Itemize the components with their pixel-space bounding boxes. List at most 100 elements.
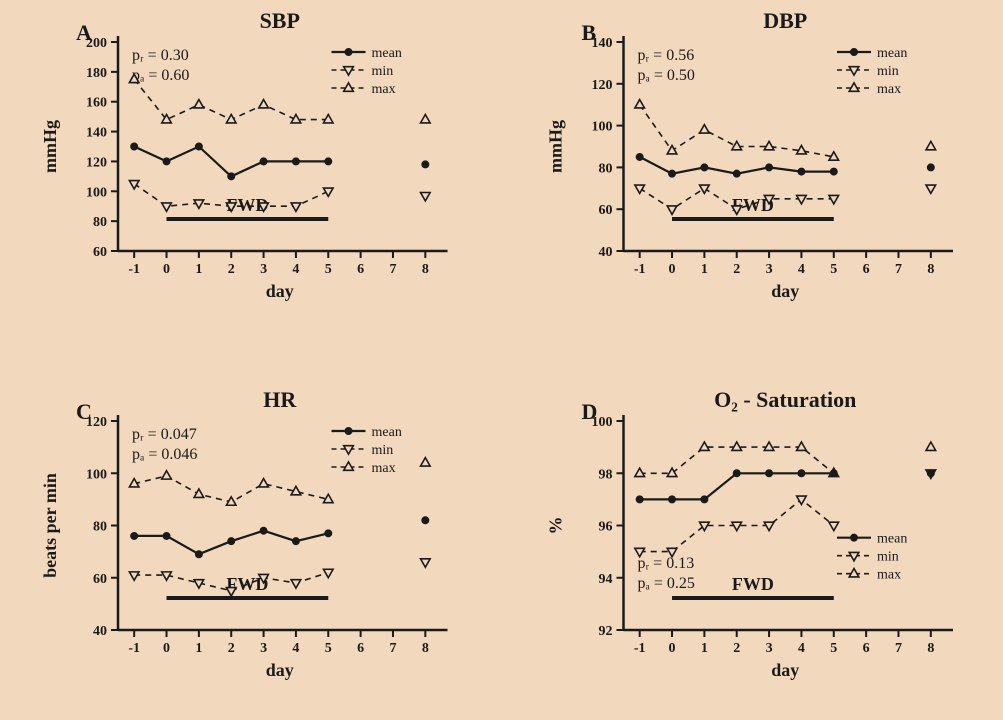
y-tick-label: 40 xyxy=(599,245,613,260)
x-tick-label: 8 xyxy=(927,262,934,277)
y-tick-label: 120 xyxy=(592,78,613,93)
marker-circle-icon xyxy=(766,164,773,171)
marker-circle-icon xyxy=(163,532,170,539)
marker-circle-icon xyxy=(851,49,858,56)
legend-label: min xyxy=(877,550,899,565)
y-tick-label: 160 xyxy=(86,96,107,111)
marker-circle-icon xyxy=(927,470,934,477)
marker-circle-icon xyxy=(766,470,773,477)
x-tick-label: 8 xyxy=(422,641,429,656)
y-tick-label: 100 xyxy=(86,185,107,200)
y-tick-label: 92 xyxy=(599,624,613,639)
marker-circle-icon xyxy=(292,158,299,165)
legend-label: min xyxy=(372,443,394,458)
p-value-text: pₐ = 0.60 xyxy=(132,67,189,84)
x-tick-label: -1 xyxy=(128,641,140,656)
x-tick-label: 0 xyxy=(163,641,170,656)
x-tick-label: -1 xyxy=(634,262,646,277)
x-tick-label: 6 xyxy=(863,641,870,656)
marker-circle-icon xyxy=(830,470,837,477)
x-tick-label: 2 xyxy=(228,262,235,277)
x-tick-label: 2 xyxy=(733,641,740,656)
x-tick-label: 6 xyxy=(863,262,870,277)
x-tick-label: 4 xyxy=(292,262,299,277)
marker-circle-icon xyxy=(260,527,267,534)
panel-title: DBP xyxy=(763,8,807,33)
marker-circle-icon xyxy=(669,496,676,503)
x-tick-label: 4 xyxy=(798,262,805,277)
x-tick-label: 8 xyxy=(927,641,934,656)
legend-label: max xyxy=(877,82,901,97)
x-tick-label: 2 xyxy=(733,262,740,277)
y-tick-label: 96 xyxy=(599,520,613,535)
p-value-text: pₐ = 0.50 xyxy=(638,67,695,84)
y-tick-label: 80 xyxy=(599,161,613,176)
y-tick-label: 60 xyxy=(93,572,107,587)
marker-circle-icon xyxy=(131,532,138,539)
x-tick-label: 0 xyxy=(163,262,170,277)
x-tick-label: 3 xyxy=(260,262,267,277)
x-tick-label: 4 xyxy=(798,641,805,656)
legend-label: max xyxy=(372,82,396,97)
marker-circle-icon xyxy=(830,168,837,175)
panel-title: SBP xyxy=(260,8,300,33)
y-axis-label: mmHg xyxy=(546,120,566,173)
p-value-text: pᵣ = 0.047 xyxy=(132,426,197,443)
marker-circle-icon xyxy=(325,530,332,537)
x-tick-label: 5 xyxy=(830,641,837,656)
marker-circle-icon xyxy=(228,538,235,545)
x-tick-label: 0 xyxy=(669,641,676,656)
marker-circle-icon xyxy=(195,551,202,558)
marker-circle-icon xyxy=(422,161,429,168)
marker-circle-icon xyxy=(636,153,643,160)
marker-circle-icon xyxy=(733,470,740,477)
p-value-text: pᵣ = 0.30 xyxy=(132,47,189,64)
x-axis-label: day xyxy=(266,281,294,301)
x-axis-label: day xyxy=(771,281,799,301)
x-tick-label: 7 xyxy=(895,641,902,656)
y-tick-label: 80 xyxy=(93,520,107,535)
marker-circle-icon xyxy=(701,496,708,503)
marker-circle-icon xyxy=(798,470,805,477)
marker-circle-icon xyxy=(636,496,643,503)
y-axis-label: mmHg xyxy=(40,120,60,173)
marker-circle-icon xyxy=(345,49,352,56)
x-tick-label: 3 xyxy=(766,262,773,277)
y-tick-label: 140 xyxy=(592,36,613,51)
x-tick-label: 1 xyxy=(195,262,202,277)
x-tick-label: 1 xyxy=(195,641,202,656)
marker-circle-icon xyxy=(701,164,708,171)
marker-circle-icon xyxy=(733,170,740,177)
y-tick-label: 60 xyxy=(599,203,613,218)
x-tick-label: 7 xyxy=(389,641,396,656)
legend-label: mean xyxy=(372,425,402,440)
panel-title: HR xyxy=(263,387,297,412)
marker-circle-icon xyxy=(131,143,138,150)
legend-label: mean xyxy=(877,46,907,61)
legend-label: max xyxy=(372,461,396,476)
y-axis-label: % xyxy=(546,517,566,535)
x-tick-label: 8 xyxy=(422,262,429,277)
x-tick-label: 3 xyxy=(766,641,773,656)
x-tick-label: 6 xyxy=(357,262,364,277)
marker-circle-icon xyxy=(163,158,170,165)
x-tick-label: 5 xyxy=(325,262,332,277)
y-tick-label: 120 xyxy=(86,415,107,430)
y-tick-label: 80 xyxy=(93,215,107,230)
x-tick-label: 3 xyxy=(260,641,267,656)
y-tick-label: 100 xyxy=(86,467,107,482)
y-tick-label: 100 xyxy=(592,120,613,135)
y-tick-label: 140 xyxy=(86,126,107,141)
p-value-text: pₐ = 0.046 xyxy=(132,446,197,463)
marker-circle-icon xyxy=(325,158,332,165)
marker-circle-icon xyxy=(851,534,858,541)
x-tick-label: 5 xyxy=(830,262,837,277)
y-tick-label: 40 xyxy=(93,624,107,639)
legend-label: max xyxy=(877,568,901,583)
marker-circle-icon xyxy=(927,164,934,171)
panel-title: O₂ - Saturation xyxy=(714,387,856,412)
marker-circle-icon xyxy=(669,170,676,177)
marker-circle-icon xyxy=(228,173,235,180)
legend-label: mean xyxy=(877,532,907,547)
x-tick-label: 7 xyxy=(389,262,396,277)
